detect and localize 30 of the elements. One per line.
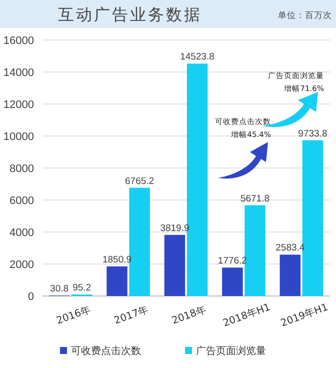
x-tick-label: 2018年H1 xyxy=(221,301,272,330)
legend-label: 可收费点击次数 xyxy=(71,345,141,357)
bar xyxy=(164,234,186,296)
x-tick-label: 2019年H1 xyxy=(279,301,330,330)
bar xyxy=(244,205,266,296)
data-label: 14523.8 xyxy=(180,52,214,63)
y-tick-label: 12000 xyxy=(3,99,34,111)
y-tick-label: 8000 xyxy=(10,163,34,175)
chart-title: 互动广告业务数据 xyxy=(58,5,202,24)
data-label: 6765.2 xyxy=(125,176,154,187)
data-label: 30.8 xyxy=(50,284,69,295)
bar xyxy=(106,266,128,296)
y-tick-label: 10000 xyxy=(3,131,34,143)
y-tick-label: 4000 xyxy=(10,227,34,239)
bar xyxy=(129,188,150,296)
y-tick-label: 16000 xyxy=(3,35,34,47)
chart-subtitle: 单位：百万次 xyxy=(278,10,332,21)
x-tick-label: 2017年 xyxy=(112,303,150,327)
y-tick-label: 0 xyxy=(28,291,34,303)
y-tick-label: 6000 xyxy=(10,195,34,207)
x-tick-label: 2016年 xyxy=(54,303,92,327)
legend-label: 广告页面浏览量 xyxy=(196,345,266,357)
data-label: 9733.8 xyxy=(298,128,328,140)
data-label: 5671.8 xyxy=(240,193,270,204)
bar xyxy=(222,268,243,296)
y-tick-label: 14000 xyxy=(3,67,34,79)
bar xyxy=(280,254,301,296)
x-tick-label: 2018年 xyxy=(170,303,208,327)
data-label: 95.2 xyxy=(72,282,92,294)
y-tick-label: 2000 xyxy=(10,259,34,271)
